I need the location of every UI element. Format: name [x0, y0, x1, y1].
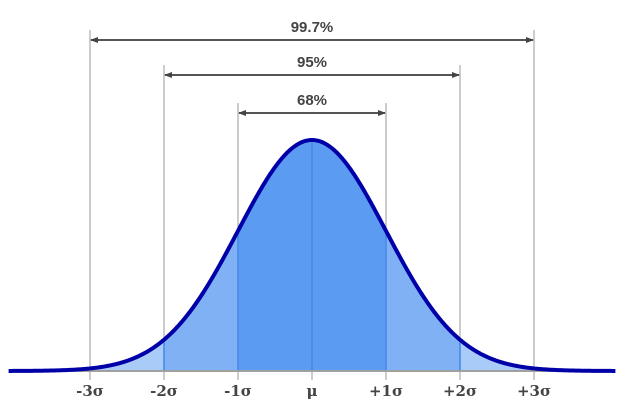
- sigma-band: [460, 339, 534, 371]
- band-dividers: [163, 140, 461, 371]
- interval-label: 99.7%: [291, 19, 334, 36]
- x-tick-label: -2σ: [150, 382, 178, 400]
- interval-label: 95%: [297, 54, 327, 71]
- x-tick-label: -1σ: [224, 382, 252, 400]
- x-tick-label: +2σ: [443, 382, 477, 400]
- bell-curve: [8, 137, 616, 373]
- x-tick-label: +1σ: [369, 382, 403, 400]
- interval-label: 68%: [297, 92, 327, 109]
- sigma-band: [90, 339, 164, 371]
- x-tick-labels: -3σ -2σ -1σ μ +1σ +2σ +3σ: [76, 382, 551, 400]
- x-tick-label: μ: [307, 382, 318, 400]
- interval-arrows: 68% 95% 99.7%: [90, 19, 534, 116]
- x-tick-label: +3σ: [517, 382, 551, 400]
- x-tick-label: -3σ: [76, 382, 104, 400]
